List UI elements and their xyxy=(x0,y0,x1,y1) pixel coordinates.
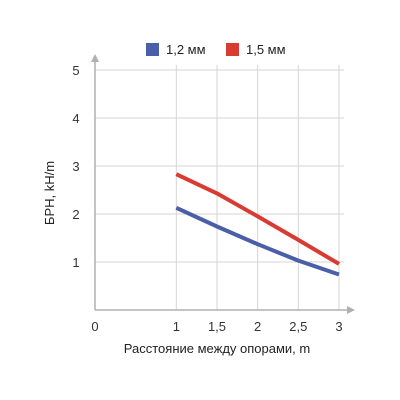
y-tick-label: 5 xyxy=(72,63,79,78)
x-axis-label: Расстояние между опорами, m xyxy=(124,341,310,356)
legend: 1,2 мм 1,5 мм xyxy=(146,42,286,57)
y-tick-label: 4 xyxy=(72,111,79,126)
axes xyxy=(91,54,355,314)
legend-swatch xyxy=(226,43,239,56)
y-tick-label: 2 xyxy=(72,207,79,222)
x-tick-label: 1 xyxy=(173,319,180,334)
series-lines xyxy=(175,172,341,277)
y-tick-label: 3 xyxy=(72,159,79,174)
x-tick-label: 2 xyxy=(254,319,261,334)
y-tick-label: 1 xyxy=(72,255,79,270)
legend-label: 1,5 мм xyxy=(246,42,286,57)
x-tick-label: 3 xyxy=(335,319,342,334)
y-axis-arrow-icon xyxy=(91,54,99,62)
grid xyxy=(95,65,344,310)
x-axis-arrow-icon xyxy=(347,306,355,314)
x-tick-label: 2,5 xyxy=(289,319,307,334)
x-tick-label: 1,5 xyxy=(208,319,226,334)
legend-swatch xyxy=(146,43,159,56)
legend-label: 1,2 мм xyxy=(166,42,206,57)
tick-labels: 0 1 1,5 2 2,5 3 1 2 3 4 5 xyxy=(72,63,342,334)
y-axis-label: БРН, kH/m xyxy=(42,161,57,225)
x-tick-label: 0 xyxy=(91,319,98,334)
